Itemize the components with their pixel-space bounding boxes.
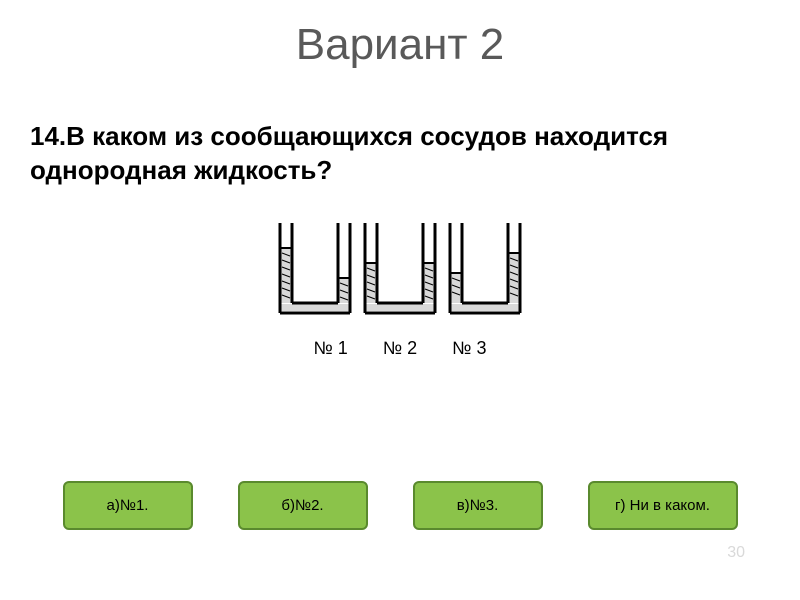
vessel-2 (365, 223, 435, 313)
vessel-label-1: № 1 (314, 338, 348, 359)
page-title: Вариант 2 (0, 0, 800, 70)
question-text: 14.В каком из сообщающихся сосудов наход… (0, 70, 800, 208)
vessels-svg (270, 218, 530, 328)
vessel-1 (280, 223, 350, 313)
answers-row: а)№1. б)№2. в)№3. г) Ни в каком. (0, 481, 800, 530)
vessel-labels: № 1 № 2 № 3 (270, 338, 530, 359)
vessel-label-3: № 3 (452, 338, 486, 359)
page-number: 30 (727, 544, 745, 562)
diagram-container: № 1 № 2 № 3 (0, 218, 800, 359)
answer-c-button[interactable]: в)№3. (413, 481, 543, 530)
vessels-diagram: № 1 № 2 № 3 (270, 218, 530, 359)
answer-a-button[interactable]: а)№1. (63, 481, 193, 530)
vessel-label-2: № 2 (383, 338, 417, 359)
vessel-3 (450, 223, 520, 313)
answer-d-button[interactable]: г) Ни в каком. (588, 481, 738, 530)
answer-b-button[interactable]: б)№2. (238, 481, 368, 530)
